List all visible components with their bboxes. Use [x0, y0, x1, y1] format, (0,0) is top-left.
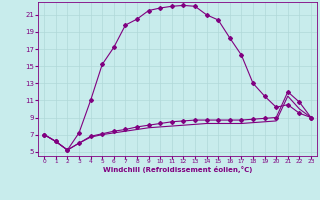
X-axis label: Windchill (Refroidissement éolien,°C): Windchill (Refroidissement éolien,°C) — [103, 166, 252, 173]
